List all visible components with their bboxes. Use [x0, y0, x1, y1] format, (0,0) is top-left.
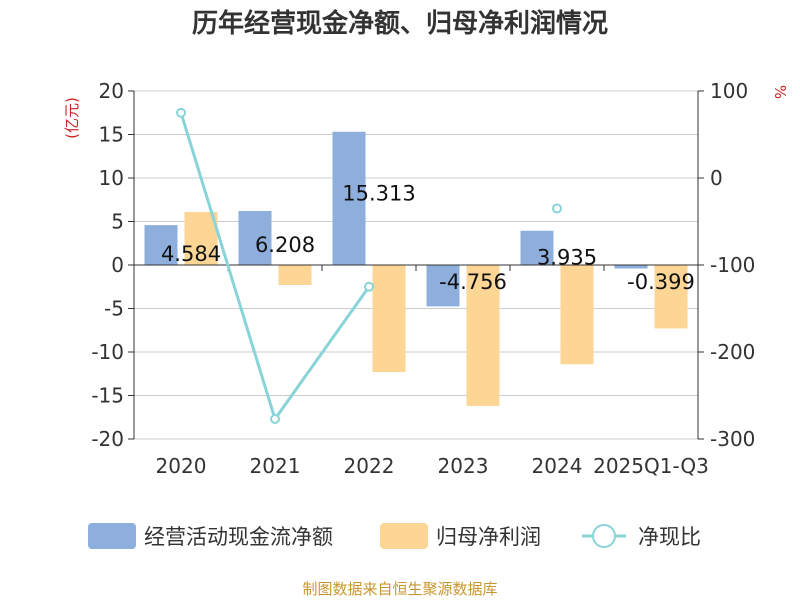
- profit-bar-2022: [372, 265, 406, 373]
- right-tick-label: 0: [710, 166, 723, 190]
- category-label: 2023: [438, 454, 489, 478]
- cashflow-value-label: -0.399: [627, 270, 695, 294]
- source-note: 制图数据来自恒生聚源数据库: [302, 580, 497, 598]
- legend-circle-swatch: [592, 524, 616, 548]
- cashflow-value-label: 6.208: [255, 233, 315, 257]
- category-label: 2025Q1-Q3: [593, 454, 709, 478]
- legend-swatch: [380, 523, 428, 549]
- left-tick-label: -5: [104, 297, 124, 321]
- ratio-point-2020: [176, 107, 186, 118]
- cashflow-bar-2021: [238, 210, 272, 265]
- right-axis-unit: %: [771, 85, 789, 99]
- category-label: 2022: [344, 454, 395, 478]
- category-label: 2020: [156, 454, 207, 478]
- cashflow-bar-2023: [426, 265, 460, 307]
- legend: 经营活动现金流净额 归母净利润 净现比: [88, 523, 701, 549]
- left-tick-label: 0: [111, 253, 124, 277]
- cashflow-bar-2020: [144, 225, 178, 265]
- ratio-point-2022: [364, 281, 374, 292]
- cashflow-value-label: 3.935: [537, 246, 597, 270]
- tick-labels: 20 15 10 5 0 -5 -10 -15 -20 100 0 -100 -200 -300 2020 2…: [91, 79, 755, 478]
- left-tick-label: -10: [91, 340, 124, 364]
- profit-bar-2023: [466, 265, 500, 406]
- cashflow-bar-2022: [332, 131, 366, 265]
- legend-label: 经营活动现金流净额: [144, 525, 333, 549]
- left-tick-label: 5: [111, 210, 124, 234]
- bars: [144, 131, 688, 406]
- left-tick-label: -20: [91, 427, 124, 451]
- right-tick-label: -100: [710, 253, 755, 277]
- category-label: 2024: [532, 454, 583, 478]
- right-tick-label: -300: [710, 427, 755, 451]
- left-tick-label: 10: [99, 166, 124, 190]
- ratio-point-2021: [270, 413, 280, 424]
- cashflow-bar-2025Q1-Q3: [614, 265, 648, 269]
- profit-bar-2025Q1-Q3: [654, 265, 688, 329]
- ratio-point-2024: [552, 203, 562, 214]
- profit-bar-2020: [184, 211, 218, 265]
- right-tick-label: 100: [710, 79, 748, 103]
- right-tick-label: -200: [710, 340, 755, 364]
- profit-bar-2024: [560, 265, 594, 365]
- left-tick-label: 20: [99, 79, 124, 103]
- cashflow-value-label: 15.313: [342, 181, 415, 205]
- left-axis-unit: (亿元): [63, 97, 81, 139]
- cashflow-bar-2024: [520, 230, 554, 265]
- category-label: 2021: [250, 454, 301, 478]
- left-tick-label: 15: [99, 123, 124, 147]
- ratio-line: [176, 107, 562, 424]
- profit-bar-2021: [278, 265, 312, 286]
- legend-label: 净现比: [638, 525, 701, 549]
- cashflow-value-label: -4.756: [439, 270, 507, 294]
- chart-title: 历年经营现金净额、归母净利润情况: [192, 8, 608, 39]
- legend-swatch: [88, 523, 136, 549]
- legend-label: 归母净利润: [436, 525, 541, 549]
- data-labels: 4.584 6.208 15.313 -4.756 3.935 -0.399: [161, 181, 695, 294]
- cashflow-value-label: 4.584: [161, 242, 221, 266]
- left-tick-label: -15: [91, 384, 124, 408]
